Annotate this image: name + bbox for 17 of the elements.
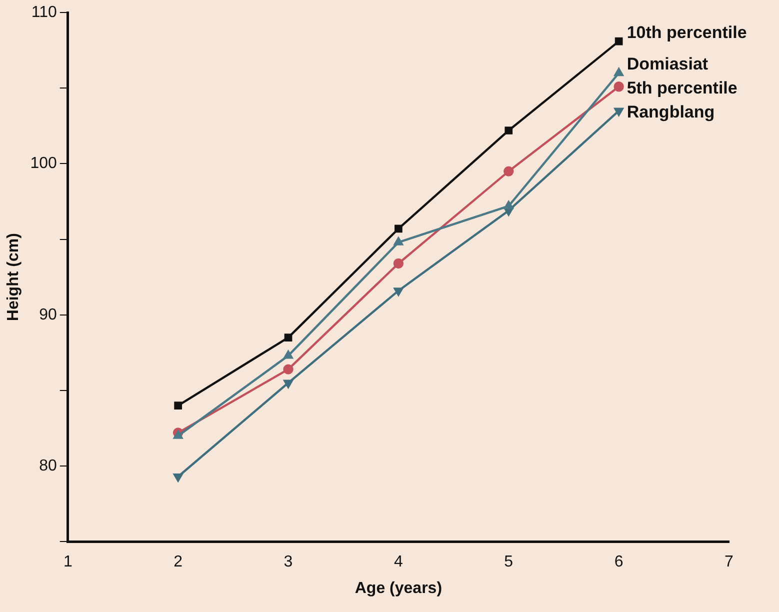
y-tick-label: 90 [39,306,57,324]
x-tick-label: 1 [63,554,72,571]
y-axis-title: Height (cm) [5,233,22,322]
x-tick-label: 7 [724,554,734,571]
series-label: 10th percentile [626,23,747,42]
y-tick-label: 80 [39,457,57,474]
series-label: Domiasiat [626,54,708,74]
x-tick-label: 3 [284,554,293,571]
y-tick-label: 110 [31,4,57,22]
x-tick-label: 6 [614,554,624,571]
y-tick-label: 100 [30,155,57,172]
x-axis-title: Age (years) [354,580,442,597]
series-label: Rangblang [626,102,715,122]
x-tick-label: 4 [394,554,403,571]
x-tick-label: 2 [174,554,183,571]
series-label: 5th percentile [626,78,738,98]
x-tick-label: 5 [504,554,514,571]
